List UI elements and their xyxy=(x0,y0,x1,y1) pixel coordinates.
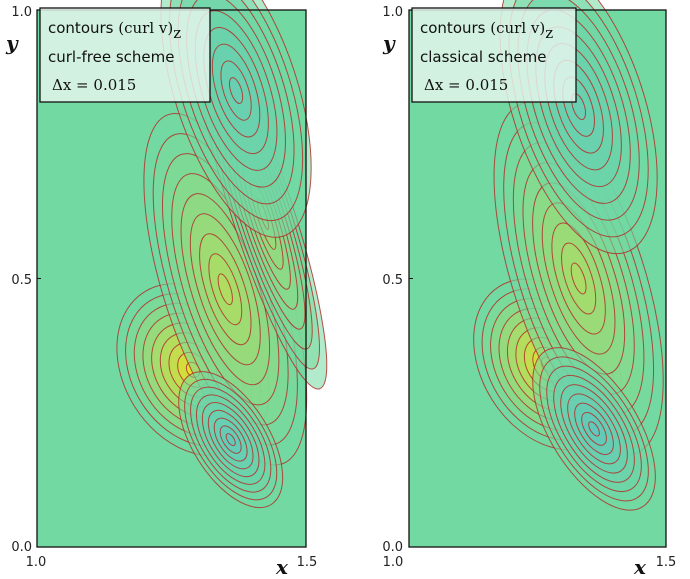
y-tick-label-0: 0.0 xyxy=(382,540,403,555)
y-tick-label-2: 1.0 xyxy=(382,5,403,20)
y-tick-label-0: 0.0 xyxy=(11,540,32,555)
contour-feature-positive-ridge xyxy=(143,113,308,466)
legend-line-2: classical scheme xyxy=(420,48,546,66)
y-ticks: 0.0 0.5 1.0 xyxy=(382,5,403,555)
legend-box: contours (curl v)z curl-free scheme Δx =… xyxy=(39,7,211,103)
x-ticks: 1.0 1.5 xyxy=(383,555,677,570)
y-ticks: 0.0 0.5 1.0 xyxy=(11,5,32,555)
x-ticks: 1.0 1.5 xyxy=(26,555,318,570)
contour-line xyxy=(570,262,587,295)
legend-line-3: Δx = 0.015 xyxy=(52,76,136,94)
x-axis-label: x xyxy=(275,555,289,579)
y-tick-label-1: 0.5 xyxy=(382,273,403,288)
x-tick-label-max: 1.5 xyxy=(656,555,677,570)
x-tick-label-min: 1.0 xyxy=(383,555,404,570)
x-axis-label: x xyxy=(633,555,647,579)
legend-box: contours (curl v)z classical scheme Δx =… xyxy=(411,7,577,103)
contour-panel-classical: 1.0 1.5 0.0 0.5 1.0 x y contours (curl v… xyxy=(382,0,677,579)
contour-line xyxy=(225,433,236,447)
contour-line xyxy=(217,273,233,306)
contour-feature-negative-pocket xyxy=(178,371,284,509)
y-axis-label: y xyxy=(382,31,396,55)
legend-line-3: Δx = 0.015 xyxy=(424,76,508,94)
x-tick-label-min: 1.0 xyxy=(26,555,47,570)
contour-feature-positive-ridge xyxy=(493,102,664,455)
contour-line xyxy=(228,77,244,104)
legend-line-1: contours (curl v)z xyxy=(420,19,553,42)
y-axis-label: y xyxy=(5,31,19,55)
legend-line-1: contours (curl v)z xyxy=(48,19,181,42)
contour-line xyxy=(588,421,600,437)
legend-line-2: curl-free scheme xyxy=(48,48,174,66)
y-tick-label-1: 0.5 xyxy=(11,273,32,288)
x-tick-label-max: 1.5 xyxy=(297,555,318,570)
contour-panel-curl-free: 1.0 1.5 0.0 0.5 1.0 x y contours (curl v… xyxy=(5,0,328,579)
y-tick-label-2: 1.0 xyxy=(11,5,32,20)
contour-feature-negative-pocket xyxy=(532,347,656,511)
